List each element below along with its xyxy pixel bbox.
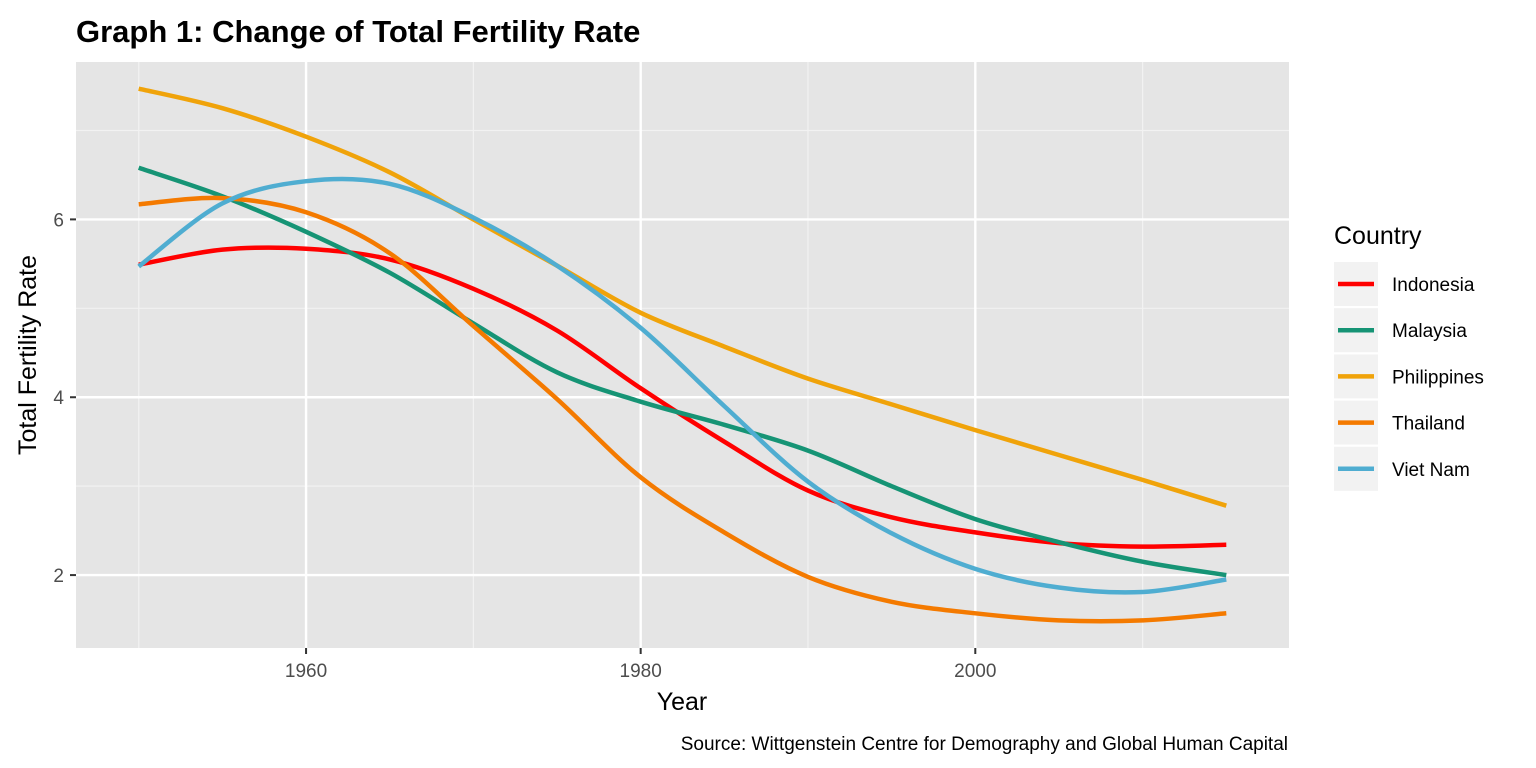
- plot-panel: [76, 62, 1289, 648]
- x-tick-label: 1980: [620, 661, 662, 682]
- grid-minor: [76, 62, 1289, 648]
- y-tick-label: 4: [53, 388, 64, 409]
- legend-item-viet-nam: Viet Nam: [1334, 446, 1470, 491]
- y-axis-title: Total Fertility Rate: [14, 255, 42, 455]
- legend-label: Indonesia: [1392, 275, 1475, 296]
- legend-item-thailand: Thailand: [1334, 400, 1465, 445]
- legend-label: Thailand: [1392, 414, 1465, 435]
- legend-item-indonesia: Indonesia: [1334, 262, 1475, 306]
- x-axis: 1960 1980 2000: [285, 648, 996, 682]
- x-tick-label: 2000: [954, 661, 996, 682]
- series-line-viet-nam: [137, 176, 1227, 595]
- legend-label: Viet Nam: [1392, 460, 1470, 481]
- legend-label: Malaysia: [1392, 321, 1467, 342]
- legend-item-malaysia: Malaysia: [1334, 308, 1467, 353]
- legend-title: Country: [1334, 222, 1422, 250]
- x-axis-title: Year: [657, 688, 708, 716]
- chart-title: Graph 1: Change of Total Fertility Rate: [76, 14, 640, 49]
- legend-label: Philippines: [1392, 367, 1484, 388]
- source-caption: Source: Wittgenstein Centre for Demograp…: [681, 734, 1288, 755]
- series-line-thailand: [138, 195, 1227, 624]
- series-line-philippines: [138, 86, 1227, 508]
- legend: Country Indonesia Malaysia Philippines Thai…: [1334, 222, 1484, 491]
- legend-item-philippines: Philippines: [1334, 354, 1484, 399]
- y-tick-label: 2: [53, 566, 64, 587]
- series-lines: [137, 86, 1227, 624]
- y-tick-label: 6: [53, 210, 64, 231]
- y-axis: 2 4 6: [53, 210, 76, 587]
- series-line-malaysia: [137, 165, 1227, 578]
- x-tick-label: 1960: [285, 661, 327, 682]
